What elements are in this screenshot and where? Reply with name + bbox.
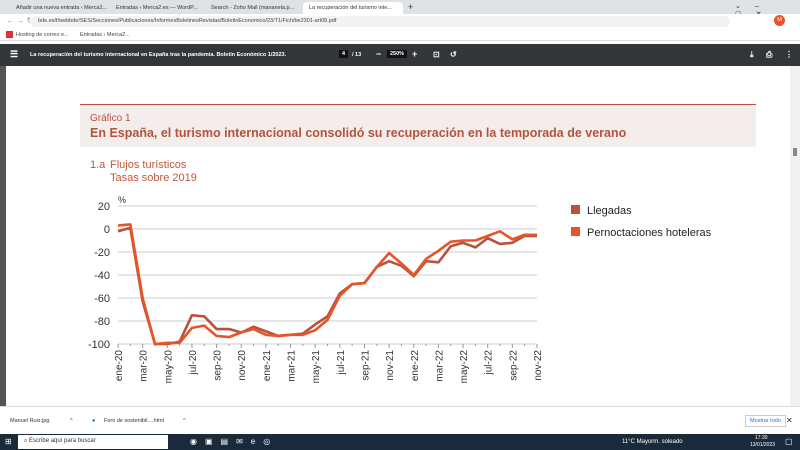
legend-swatch — [571, 205, 580, 214]
page-input[interactable]: 4 — [339, 50, 349, 58]
header-rule — [80, 104, 756, 105]
x-tick-label: ene-22 — [410, 350, 421, 382]
x-tick-label: mar-21 — [287, 350, 298, 382]
taskbar-app-icons[interactable]: ◉▣▤✉e◎ — [190, 437, 279, 446]
y-tick-label: -40 — [94, 270, 110, 282]
zoom-in-icon[interactable]: + — [412, 49, 418, 59]
tab-active[interactable]: La recuperación del turismo inte... — [303, 2, 403, 14]
clock-time[interactable]: 17:30 — [755, 435, 768, 441]
download-item-0[interactable]: Manuel Ruiz.jpg — [10, 418, 50, 424]
close-downloads-icon[interactable]: ✕ — [786, 416, 793, 425]
x-tick-label: nov-21 — [385, 350, 396, 381]
subtitle: Flujos turísticos Tasas sobre 2019 — [110, 159, 197, 184]
figure-header: Gráfico 1 En España, el turismo internac… — [80, 105, 756, 147]
back-forward-reload-icons[interactable]: ← → ↻ — [6, 16, 34, 25]
y-unit-label: % — [118, 195, 126, 205]
address-bar-row: ← → ↻ bde.es/f/webbde/SES/Secciones/Publ… — [0, 14, 800, 29]
legend-swatch — [571, 227, 580, 236]
bookmark-0[interactable]: Hosting de correo e... — [16, 32, 69, 38]
y-tick-label: -100 — [88, 339, 110, 351]
zoom-input[interactable]: 250% — [387, 50, 408, 58]
figure-label: Gráfico 1 — [90, 113, 131, 124]
subtitle-num: 1.a — [90, 159, 106, 171]
taskbar: ⊞ ⌕ Escribe aquí para buscar ◉▣▤✉e◎ 11°C… — [0, 434, 800, 450]
y-tick-label: 20 — [98, 201, 110, 213]
page-count: / 13 — [352, 52, 362, 58]
download-icon[interactable]: ⤓ — [750, 50, 754, 59]
x-tick-label: sep-20 — [213, 350, 224, 381]
x-tick-label: mar-20 — [139, 350, 150, 382]
subtitle-line1: Flujos turísticos — [110, 159, 187, 171]
series-line-1 — [117, 223, 537, 346]
hosting-icon — [6, 31, 13, 38]
fit-page-icon[interactable]: ⊡ — [433, 50, 440, 59]
legend-label: Llegadas — [587, 205, 632, 217]
x-tick-label: nov-22 — [533, 350, 544, 381]
print-icon[interactable]: ⎙ — [766, 50, 773, 59]
bookmarks-bar: Hosting de correo e... Entradas ‹ Merca2… — [0, 29, 800, 41]
x-tick-label: may-21 — [311, 350, 322, 384]
download-item-0-chevron[interactable]: ^ — [70, 418, 73, 424]
subtitle-line2: Tasas sobre 2019 — [110, 171, 197, 184]
url-input[interactable]: bde.es/f/webbde/SES/Secciones/Publicacio… — [30, 16, 730, 27]
x-tick-label: mar-22 — [434, 350, 445, 382]
windows-start-icon[interactable]: ⊞ — [5, 437, 12, 446]
pdf-viewer: Gráfico 1 En España, el turismo internac… — [0, 66, 800, 406]
x-tick-label: ene-21 — [262, 350, 273, 382]
y-tick-label: -80 — [94, 316, 110, 328]
search-placeholder: Escribe aquí para buscar — [29, 438, 96, 444]
x-tick-label: may-22 — [459, 350, 470, 384]
pdf-page: Gráfico 1 En España, el turismo internac… — [6, 66, 790, 406]
y-tick-label: -60 — [94, 293, 110, 305]
bookmark-1[interactable]: Entradas ‹ Merca2... — [80, 32, 130, 38]
download-item-1-chevron[interactable]: ^ — [183, 418, 186, 424]
downloads-bar: Manuel Ruiz.jpg ^ ● Foro de sostenibil..… — [0, 406, 800, 434]
more-icon[interactable]: ⋮ — [785, 50, 793, 59]
x-tick-label: may-20 — [163, 350, 174, 384]
x-tick-label: jul-22 — [484, 350, 495, 376]
chart: % 20 0 -20 -40 -60 -80 -100 ene-20 mar-20 may-20 ju… — [88, 195, 712, 384]
scrollbar[interactable] — [790, 66, 800, 406]
tab-2[interactable]: Search - Zoho Mail (mananela.p... — [211, 5, 295, 11]
tab-1[interactable]: Entradas ‹ Merca2.es — WordP... — [116, 5, 198, 11]
zoom-out-icon[interactable]: − — [376, 49, 382, 59]
taskbar-search[interactable]: ⌕ Escribe aquí para buscar — [18, 435, 168, 449]
download-item-1[interactable]: Foro de sostenibil....html — [104, 418, 164, 424]
edge-file-icon: ● — [92, 418, 96, 424]
notifications-icon[interactable]: ▢ — [785, 437, 793, 446]
pdf-toolbar: ☰ La recuperación del turismo internacio… — [0, 44, 800, 66]
x-tick-label: sep-22 — [508, 350, 519, 381]
pdf-title: La recuperación del turismo internaciona… — [30, 52, 287, 58]
scroll-thumb[interactable] — [793, 148, 797, 156]
x-tick-label: nov-20 — [237, 350, 248, 381]
clock-date[interactable]: 13/01/2023 — [750, 442, 776, 448]
legend-label: Pernoctaciones hoteleras — [587, 227, 712, 239]
tab-0[interactable]: Añadir una nueva entrada ‹ Merca2... — [16, 5, 108, 11]
x-tick-label: ene-20 — [114, 350, 125, 382]
new-tab-icon[interactable]: + — [408, 2, 414, 12]
profile-avatar[interactable]: M — [774, 15, 785, 26]
x-tick-label: sep-21 — [360, 350, 371, 381]
series-line-0 — [117, 226, 537, 346]
figure-headline: En España, el turismo internacional cons… — [90, 126, 627, 140]
menu-icon[interactable]: ☰ — [10, 49, 19, 59]
tab-strip: Añadir una nueva entrada ‹ Merca2... Ent… — [0, 0, 800, 18]
weather[interactable]: 11°C Mayorm. soleado — [622, 439, 683, 445]
x-tick-label: jul-20 — [188, 350, 199, 376]
rotate-icon[interactable]: ↺ — [450, 50, 457, 59]
y-tick-label: -20 — [94, 247, 110, 259]
y-tick-label: 0 — [104, 224, 110, 236]
x-tick-label: jul-21 — [336, 350, 347, 376]
show-all-button[interactable]: Mostrar todo — [745, 415, 786, 427]
